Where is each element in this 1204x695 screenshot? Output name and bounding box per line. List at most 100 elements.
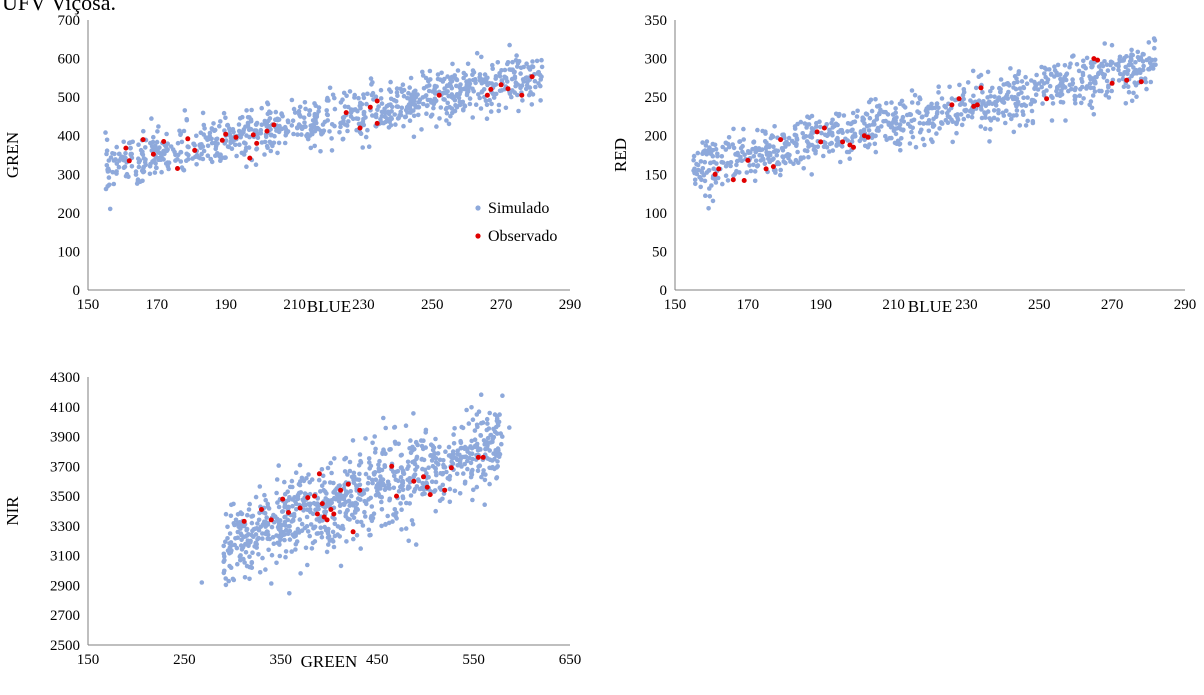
simulated-point [468, 460, 474, 466]
simulated-point [382, 106, 387, 112]
simulated-point [283, 527, 289, 533]
simulated-point [1100, 71, 1106, 77]
simulated-point [399, 89, 405, 95]
simulated-point [868, 97, 874, 103]
simulated-point [379, 109, 385, 115]
simulated-point [812, 144, 817, 150]
simulated-point [428, 442, 434, 448]
simulated-point [227, 563, 232, 569]
simulated-point [306, 112, 312, 118]
simulated-point [1128, 56, 1134, 62]
simulated-point [357, 103, 363, 109]
simulated-point [326, 98, 331, 103]
simulated-point [426, 78, 431, 84]
simulated-point [1024, 81, 1030, 86]
observed-point [219, 137, 225, 143]
simulated-point [1090, 93, 1096, 98]
simulated-point [375, 107, 380, 112]
simulated-point [992, 94, 997, 99]
simulated-point [362, 509, 367, 515]
simulated-point [741, 126, 746, 132]
simulated-point [1138, 56, 1144, 62]
simulated-point [694, 161, 699, 167]
simulated-point [715, 151, 720, 157]
simulated-point [913, 144, 919, 150]
simulated-point [494, 431, 500, 436]
simulated-point [700, 140, 705, 145]
simulated-point [1017, 86, 1023, 91]
simulated-point [925, 110, 930, 115]
simulated-point [957, 82, 962, 88]
simulated-point [995, 117, 1000, 122]
simulated-point [884, 100, 889, 106]
simulated-point [457, 491, 463, 496]
simulated-point [954, 120, 960, 125]
simulated-point [158, 157, 164, 162]
simulated-point [438, 77, 443, 82]
simulated-point [515, 64, 520, 69]
simulated-point [490, 66, 496, 71]
simulated-point [794, 136, 800, 141]
simulated-point [237, 554, 243, 559]
simulated-point [373, 446, 378, 452]
simulated-point [451, 94, 457, 100]
y-tick-label: 2700 [50, 608, 80, 624]
simulated-point [740, 149, 745, 155]
simulated-point [289, 123, 295, 128]
simulated-point [423, 445, 429, 450]
simulated-point [845, 129, 850, 134]
observed-point [519, 92, 525, 98]
simulated-point [325, 465, 331, 471]
simulated-point [239, 132, 245, 137]
x-tick-label: 170 [146, 297, 169, 313]
observed-point [480, 454, 486, 460]
simulated-point [313, 507, 318, 513]
simulated-point [268, 132, 274, 138]
simulated-point [893, 106, 898, 111]
simulated-point [750, 146, 755, 152]
observed-point [730, 177, 736, 183]
simulated-point [236, 122, 242, 127]
simulated-point [332, 521, 338, 527]
x-tick-label: 270 [490, 297, 513, 313]
simulated-point [286, 524, 292, 529]
simulated-point [262, 492, 267, 498]
simulated-point [410, 521, 416, 527]
simulated-point [1102, 59, 1107, 64]
simulated-point [272, 133, 277, 139]
simulated-point [387, 496, 393, 502]
simulated-point [383, 521, 388, 527]
simulated-point [477, 78, 483, 83]
simulated-point [788, 159, 793, 164]
simulated-point [959, 122, 965, 128]
x-tick-label: 170 [737, 297, 760, 313]
simulated-point [1146, 40, 1152, 45]
series-observado [712, 56, 1144, 183]
simulated-point [460, 425, 466, 431]
simulated-point [348, 489, 354, 494]
simulated-point [1153, 62, 1158, 67]
simulated-point [117, 151, 122, 157]
simulated-point [262, 152, 267, 157]
simulated-point [1076, 68, 1082, 74]
simulated-point [965, 113, 971, 119]
simulated-point [1083, 65, 1088, 71]
simulated-point [961, 116, 967, 122]
simulated-point [406, 538, 412, 544]
simulated-point [400, 487, 406, 493]
simulated-point [451, 432, 456, 437]
simulated-point [458, 440, 464, 446]
simulated-point [244, 108, 249, 113]
simulated-point [389, 109, 394, 114]
simulated-point [349, 474, 355, 480]
simulated-point [702, 159, 708, 165]
simulated-point [368, 515, 374, 521]
simulated-point [319, 530, 324, 536]
simulated-point [135, 178, 141, 184]
simulated-point [283, 554, 288, 560]
simulated-point [525, 79, 530, 85]
simulated-point [260, 555, 265, 561]
simulated-point [998, 77, 1004, 82]
simulated-point [265, 536, 271, 542]
simulated-point [347, 517, 352, 522]
